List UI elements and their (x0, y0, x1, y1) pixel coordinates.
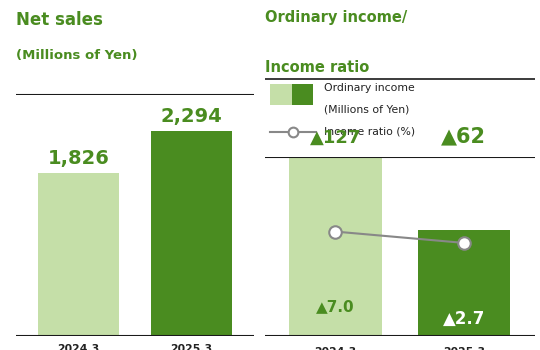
Bar (417, 230, 510, 336)
Text: Income ratio (%): Income ratio (%) (324, 127, 415, 137)
Text: Ordinary income: Ordinary income (324, 83, 415, 93)
FancyBboxPatch shape (292, 84, 313, 105)
Bar (151, 131, 232, 336)
Text: (Millions of Yen): (Millions of Yen) (16, 49, 138, 62)
Text: 2024.3
(Intermediate
Period): 2024.3 (Intermediate Period) (36, 344, 120, 350)
Text: 2025.3
(Intermediate
Period): 2025.3 (Intermediate Period) (422, 347, 506, 350)
Text: ▲127: ▲127 (309, 129, 361, 147)
Text: 2025.3
(Intermediate
Period): 2025.3 (Intermediate Period) (150, 344, 234, 350)
Text: Income ratio: Income ratio (265, 60, 369, 75)
Text: ▲62: ▲62 (441, 127, 487, 147)
FancyBboxPatch shape (270, 84, 292, 105)
Text: 2,294: 2,294 (161, 107, 222, 126)
Text: Ordinary income/: Ordinary income/ (265, 10, 407, 25)
Text: ▲2.7: ▲2.7 (443, 309, 485, 328)
Text: 1,826: 1,826 (48, 149, 110, 168)
Bar (38, 173, 119, 336)
Text: ▲7.0: ▲7.0 (316, 300, 355, 315)
Text: Net sales: Net sales (16, 11, 103, 29)
Bar (289, 158, 382, 336)
Text: 2024.3
(Intermediate
Period): 2024.3 (Intermediate Period) (293, 347, 377, 350)
Text: (Millions of Yen): (Millions of Yen) (324, 104, 409, 114)
